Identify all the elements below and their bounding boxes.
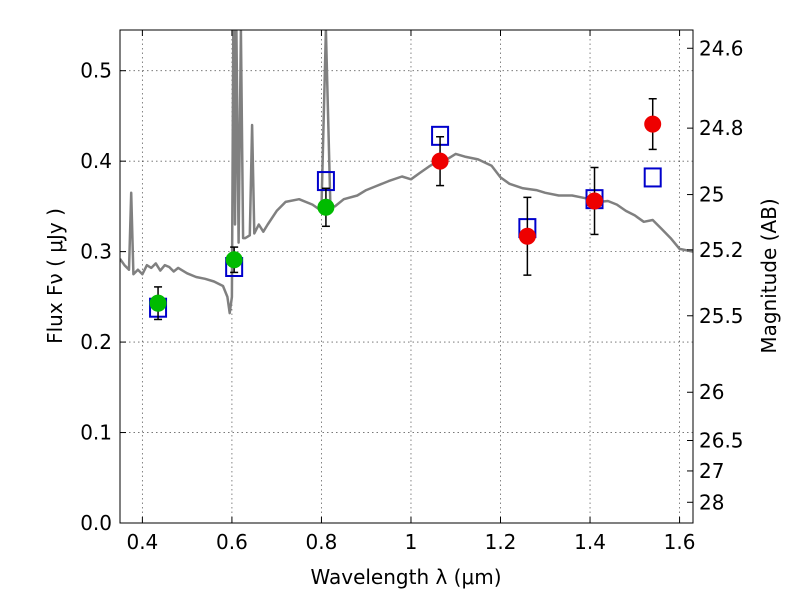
y-tick-label: 0.4	[80, 149, 112, 173]
y2-tick-label: 28	[699, 490, 724, 514]
y-tick-label: 0.2	[80, 330, 112, 354]
spectrum-line	[120, 30, 693, 315]
y2-tick-label: 27	[699, 459, 724, 483]
data-point	[586, 192, 604, 210]
y-axis: 0.0 0.1 0.2 0.3 0.4 0.5	[80, 59, 126, 535]
y2-tick-label: 26.5	[699, 429, 744, 453]
x-tick-label: 1.6	[664, 530, 696, 554]
data-point	[149, 294, 167, 312]
y2-tick-label: 25.2	[699, 238, 744, 262]
x-tick-label: 0.6	[216, 530, 248, 554]
x-axis-label: Wavelength λ (μm)	[310, 565, 501, 589]
x-axis: 0.4 0.6 0.8 1 1.2 1.4 1.6	[126, 30, 695, 554]
x-tick-label: 0.4	[126, 530, 158, 554]
y2-axis: 24.6 24.8 25 25.2 25.5 26 26.5 27 28	[687, 36, 744, 514]
x-tick-label: 1	[405, 530, 418, 554]
y2-tick-label: 25	[699, 183, 724, 207]
y-tick-label: 0.1	[80, 421, 112, 445]
data-point	[644, 115, 662, 133]
y-tick-label: 0.3	[80, 240, 112, 264]
x-tick-label: 1.4	[574, 530, 606, 554]
y2-tick-label: 24.6	[699, 36, 744, 60]
x-tick-label: 0.8	[306, 530, 338, 554]
y-tick-label: 0.0	[80, 511, 112, 535]
model-point	[643, 167, 662, 188]
grid	[120, 30, 693, 524]
y-axis-label: Flux Fν ( μJy )	[43, 208, 67, 344]
data-point	[431, 152, 449, 170]
markers	[149, 97, 662, 321]
y-tick-label: 0.5	[80, 59, 112, 83]
data-point	[518, 227, 536, 245]
x-tick-label: 1.2	[485, 530, 517, 554]
y2-tick-label: 24.8	[699, 116, 744, 140]
y2-tick-label: 26	[699, 380, 724, 404]
data-point	[317, 198, 335, 216]
model-point	[316, 171, 335, 192]
plot-frame	[119, 29, 694, 524]
y2-axis-label: Magnitude (AB)	[757, 198, 781, 353]
y2-tick-label: 25.5	[699, 304, 744, 328]
data-point	[225, 251, 243, 269]
plot-area	[120, 30, 693, 315]
